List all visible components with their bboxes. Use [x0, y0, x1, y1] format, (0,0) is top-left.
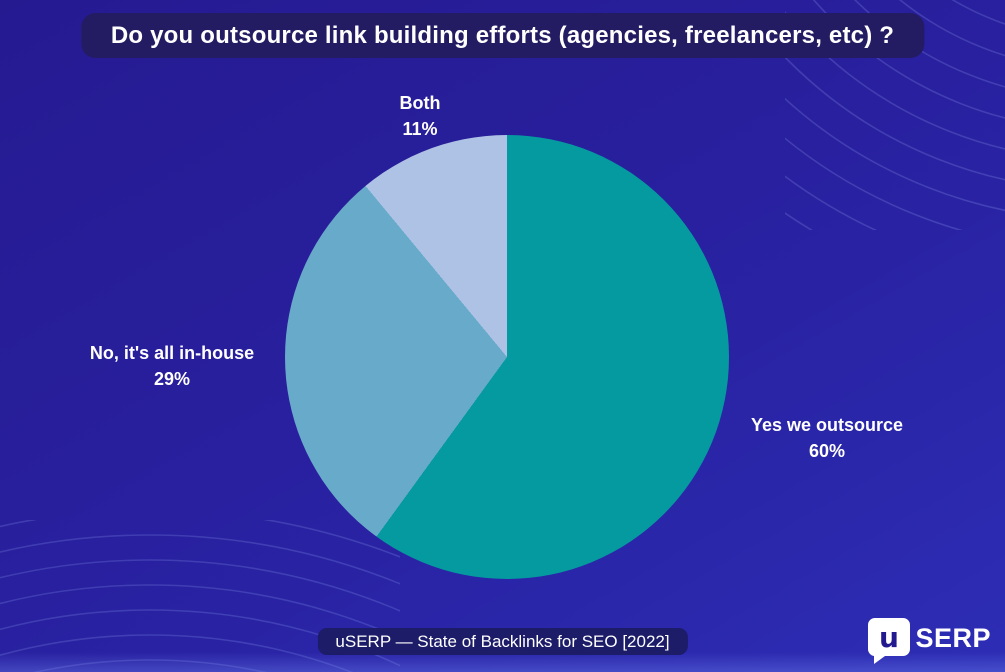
pie-chart	[285, 135, 729, 579]
bottom-glow	[0, 652, 1005, 672]
source-attribution-text: uSERP — State of Backlinks for SEO [2022…	[335, 631, 670, 651]
pie-label-no-text: No, it's all in-house	[89, 343, 255, 363]
source-attribution: uSERP — State of Backlinks for SEO [2022…	[317, 628, 688, 655]
userp-logo-wordmark: SERP	[915, 623, 991, 653]
userp-logo-mark-icon: u	[868, 618, 911, 664]
pie-label-both-percent: 11%	[402, 119, 438, 139]
pie-label-no-in-house: No, it's all in-house 29%	[42, 340, 302, 392]
pie-label-yes-outsource: Yes we outsource 60%	[727, 412, 927, 464]
chart-title: Do you outsource link building efforts (…	[80, 13, 925, 58]
logo-u-letter: u	[880, 621, 900, 654]
pie-label-yes-text: Yes we outsource	[750, 415, 904, 435]
pie-label-both: Both 11%	[320, 90, 520, 142]
userp-logo: u SERP	[868, 618, 991, 664]
pie-label-both-text: Both	[399, 93, 441, 113]
pie-label-no-percent: 29%	[153, 369, 191, 389]
pie-label-yes-percent: 60%	[808, 441, 846, 461]
chart-title-text: Do you outsource link building efforts (…	[110, 21, 895, 49]
